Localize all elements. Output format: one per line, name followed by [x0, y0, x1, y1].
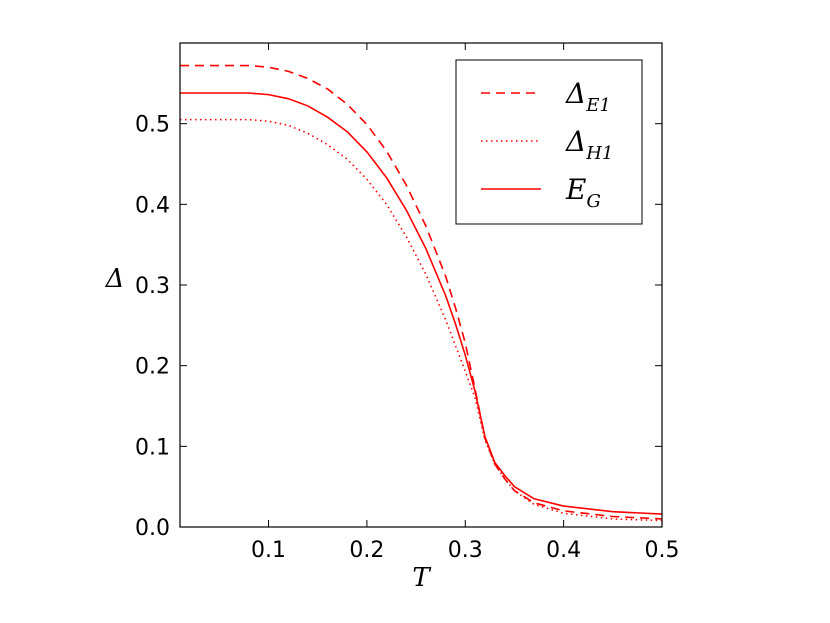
x-tick-label: 0.1	[251, 538, 286, 563]
series-layer	[180, 64, 662, 522]
ticks-layer: 0.1 0.2 0.3 0.4 0.5 0.0 0.1 0.2 0.3 0.4 0.5	[135, 43, 680, 563]
legend-box	[455, 59, 643, 225]
x-tick-label: 0.3	[448, 538, 483, 563]
y-tick-label: 0.5	[135, 113, 170, 138]
y-tick-label: 0.0	[135, 516, 170, 541]
y-tick-label: 0.1	[135, 435, 170, 460]
x-tick-label: 0.2	[349, 538, 384, 563]
series-line--e1	[180, 64, 662, 520]
x-axis-label: T	[412, 563, 431, 593]
x-tick-label: 0.5	[645, 538, 680, 563]
y-tick-label: 0.2	[135, 355, 170, 380]
y-tick-label: 0.4	[135, 193, 170, 218]
series-line-e-g	[180, 92, 662, 515]
x-tick-label: 0.4	[546, 538, 581, 563]
y-axis-label: Δ	[105, 264, 125, 294]
y-tick-label: 0.3	[135, 274, 170, 299]
series-line--h1	[180, 118, 662, 522]
